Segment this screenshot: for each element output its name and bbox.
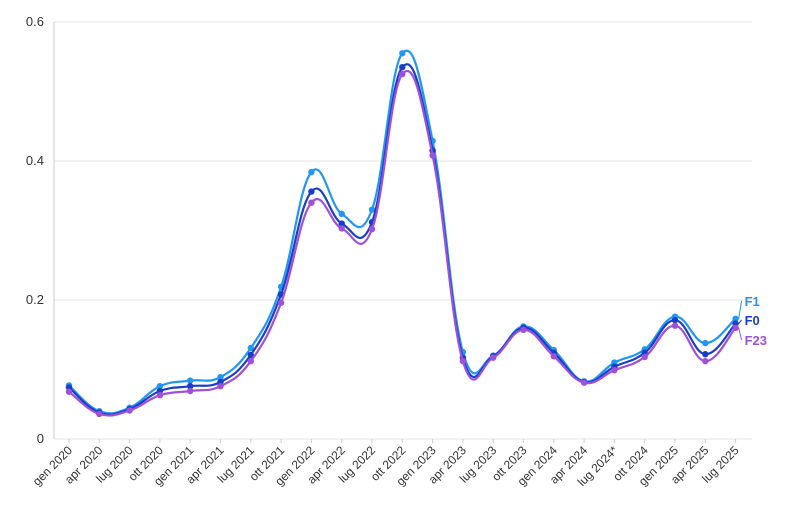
data-point [65, 388, 73, 395]
data-point [96, 410, 103, 418]
series-label: F1 [745, 294, 760, 309]
data-point [308, 168, 315, 176]
data-point [732, 315, 739, 322]
y-tick-label: 0.6 [26, 14, 44, 29]
data-point [611, 366, 618, 374]
data-point [641, 353, 648, 361]
y-axis-ticks: 0 0.2 0.4 0.6 [26, 14, 44, 446]
data-point [459, 357, 467, 365]
data-point [187, 382, 194, 390]
series-line [68, 70, 737, 417]
data-point [156, 392, 164, 399]
label-connector [738, 319, 742, 324]
data-point [247, 344, 254, 352]
data-point [338, 210, 345, 218]
data-point [338, 225, 345, 232]
series-f0 [65, 63, 739, 416]
y-tick-label: 0.4 [26, 153, 44, 168]
data-point [580, 379, 588, 386]
data-point [247, 351, 254, 359]
data-point [308, 188, 315, 195]
data-point [490, 354, 497, 361]
data-point [702, 351, 709, 358]
label-connector [738, 327, 743, 341]
data-point [277, 299, 285, 306]
data-point [671, 322, 679, 329]
series-label: F0 [745, 313, 760, 328]
series-f23 [65, 70, 739, 418]
data-point [338, 220, 345, 227]
data-point [732, 324, 739, 331]
data-point [247, 357, 254, 365]
data-point [217, 373, 224, 381]
series-lines [65, 49, 739, 418]
label-connector [738, 300, 743, 319]
data-point [156, 382, 164, 390]
data-point [399, 70, 406, 78]
y-tick-label: 0.2 [26, 292, 44, 307]
data-point [429, 152, 436, 159]
gridlines [53, 21, 752, 440]
data-point [308, 199, 315, 206]
series-f1 [65, 49, 739, 415]
data-point [520, 326, 527, 334]
data-point [217, 382, 224, 390]
data-point [399, 63, 406, 71]
data-point [187, 377, 194, 384]
series-end-labels: F1 F0 F23 [738, 294, 767, 348]
data-point [187, 387, 194, 395]
data-point [550, 353, 557, 360]
series-label: F23 [745, 333, 767, 348]
data-point [671, 316, 679, 324]
y-tick-label: 0 [37, 431, 44, 446]
data-point [702, 339, 709, 347]
data-point [702, 357, 709, 365]
data-point [368, 225, 376, 233]
data-point [399, 50, 406, 57]
data-point [368, 206, 376, 213]
data-point [126, 407, 133, 414]
